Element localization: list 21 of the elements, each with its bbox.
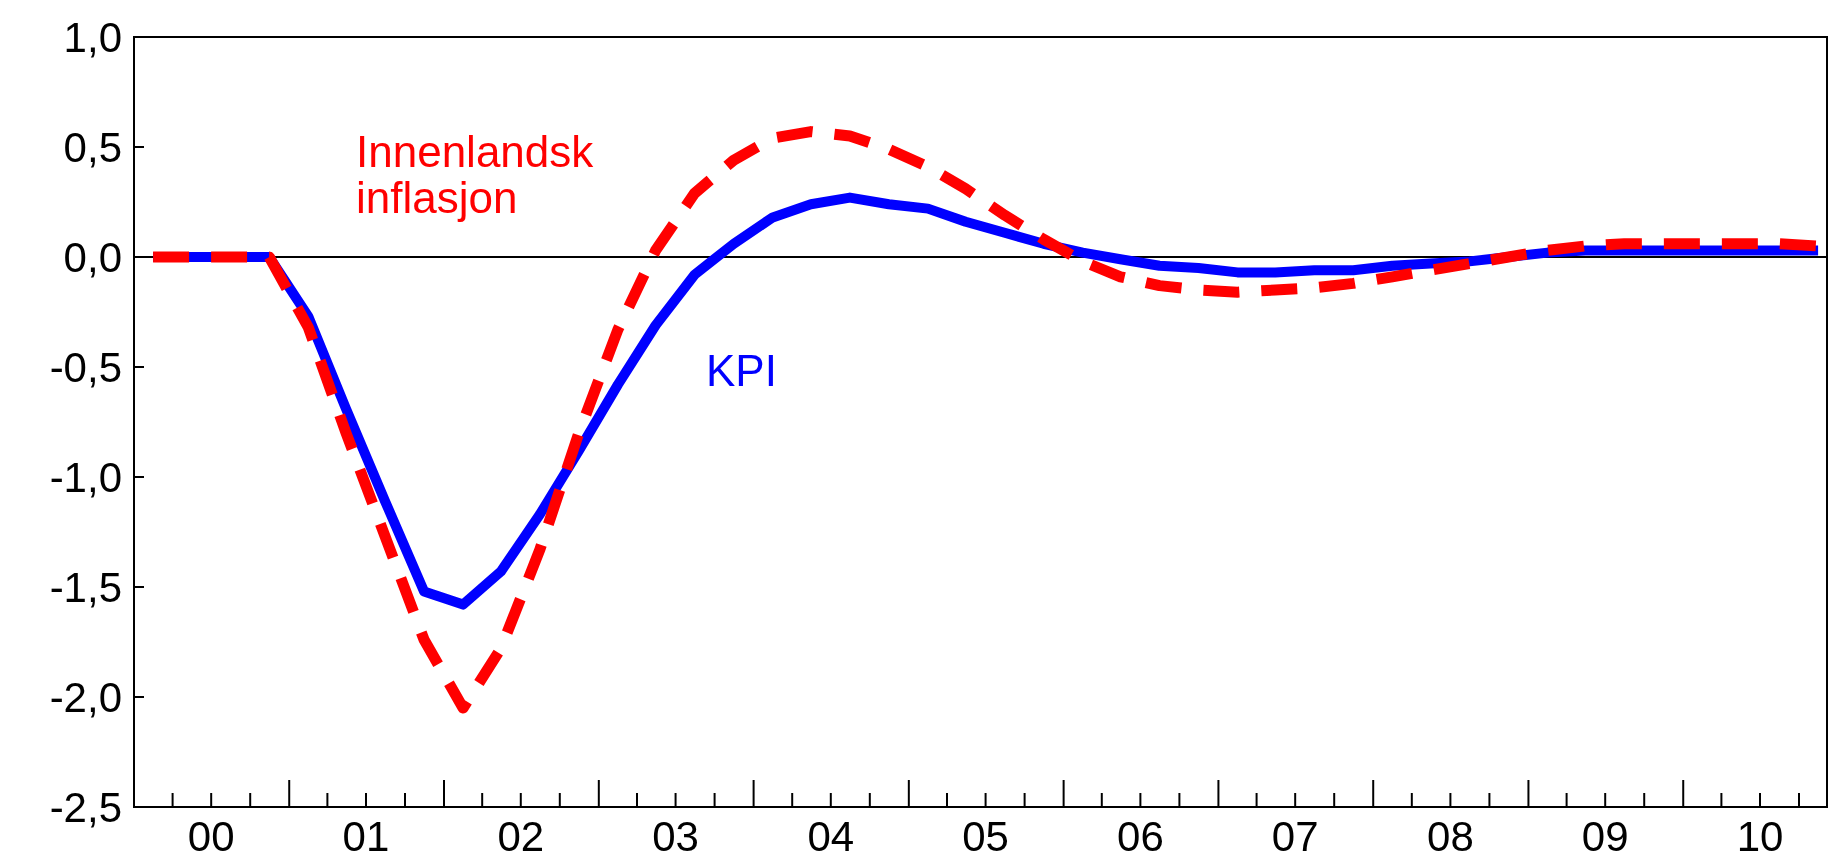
y-tick-label: -1,5 bbox=[49, 563, 122, 611]
y-tick-label: -0,5 bbox=[49, 343, 122, 391]
x-tick-label: 09 bbox=[1581, 813, 1629, 858]
x-tick-label: 08 bbox=[1427, 813, 1474, 858]
x-tick-label: 00 bbox=[187, 813, 235, 858]
y-tick-label: 0,0 bbox=[63, 233, 122, 281]
y-tick-label: 1,0 bbox=[63, 13, 122, 61]
x-tick-label: 05 bbox=[962, 813, 1009, 858]
y-tick-label: -2,0 bbox=[49, 673, 122, 721]
x-tick-label: 06 bbox=[1117, 813, 1164, 858]
y-tick-label: 0,5 bbox=[63, 123, 122, 171]
x-tick-label: 03 bbox=[652, 813, 699, 858]
y-tick-label: -2,5 bbox=[49, 783, 122, 831]
series-label: KPI bbox=[706, 346, 777, 395]
y-tick-label: -1,0 bbox=[49, 453, 122, 501]
x-tick-label: 04 bbox=[807, 813, 855, 858]
series-label: Innenlandsk inflasjon bbox=[356, 127, 595, 222]
x-tick-label: 02 bbox=[497, 813, 545, 858]
x-tick-label: 07 bbox=[1271, 813, 1319, 858]
x-tick-label: 01 bbox=[342, 813, 390, 858]
x-tick-label: 10 bbox=[1736, 813, 1784, 858]
